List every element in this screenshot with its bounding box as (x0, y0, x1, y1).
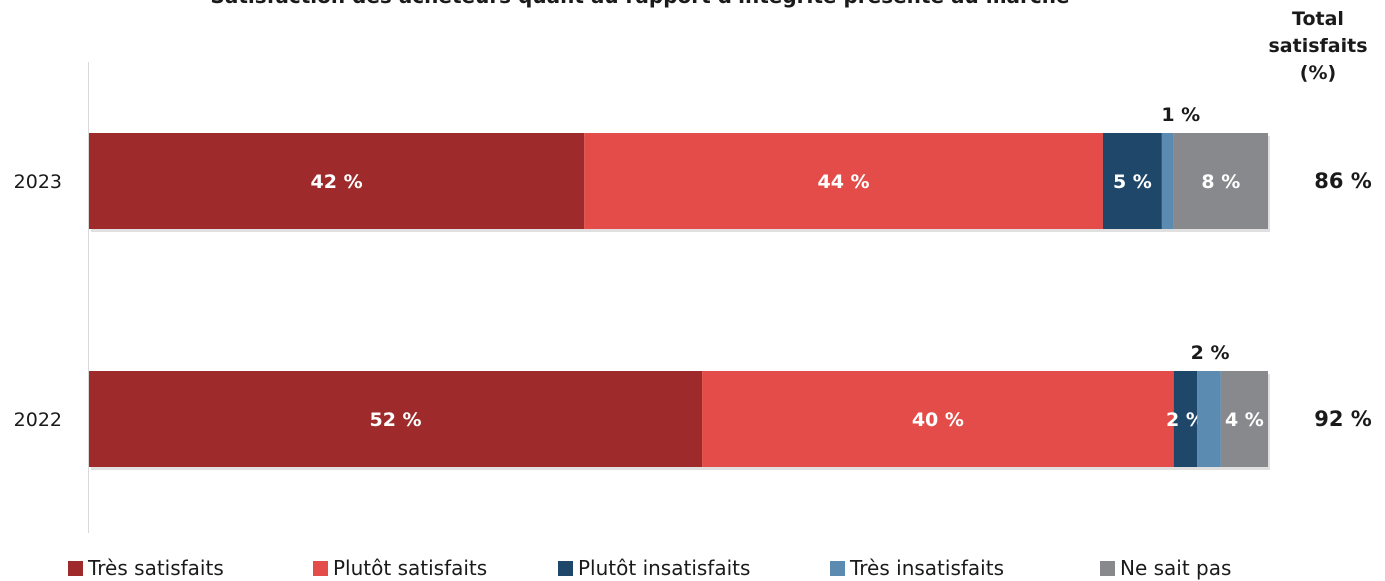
data-label-2022-tres-satisfaits: 52 % (369, 409, 421, 431)
legend-item-plutot-satisfaits: Plutôt satisfaits (313, 556, 558, 580)
total-header: Total satisfaits (%) (1268, 8, 1368, 84)
bar-2022-tres-satisfaits (89, 371, 703, 467)
legend-swatch-plutot-insatisfaits (558, 560, 573, 576)
legend-label-tres-insatisfaits: Très insatisfaits (850, 556, 1004, 580)
legend-item-tres-satisfaits: Très satisfaits (68, 556, 313, 580)
data-label-2023-plutot-satisfaits: 44 % (818, 171, 870, 193)
bar-2023-plutot-satisfaits (584, 133, 1103, 229)
bar-2022-plutot-insatisfaits (1173, 371, 1198, 467)
bar-2023-ne-sait-pas (1173, 133, 1268, 229)
bar-2023-plutot-insatisfaits (1102, 133, 1162, 229)
data-label-2022-tres-insatisfaits: 2 % (1191, 342, 1230, 364)
legend: Très satisfaits Plutôt satisfaits Plutôt i… (68, 556, 1231, 580)
legend-swatch-tres-insatisfaits (830, 560, 845, 576)
data-label-2022-plutot-insatisfaits: 2 % (1166, 409, 1205, 431)
legend-swatch-ne-sait-pas (1100, 560, 1115, 576)
category-label-2023: 2023 (14, 171, 62, 193)
category-label-2022: 2022 (14, 409, 62, 431)
legend-label-plutot-insatisfaits: Plutôt insatisfaits (578, 556, 751, 580)
legend-item-plutot-insatisfaits: Plutôt insatisfaits (558, 556, 830, 580)
bar-2022-ne-sait-pas (1220, 371, 1268, 467)
legend-item-tres-insatisfaits: Très insatisfaits (830, 556, 1100, 580)
data-label-2023-tres-satisfaits: 42 % (311, 171, 363, 193)
data-label-2023-plutot-insatisfaits: 5 % (1113, 171, 1152, 193)
legend-label-plutot-satisfaits: Plutôt satisfaits (333, 556, 488, 580)
bar-2023-tres-insatisfaits (1161, 133, 1174, 229)
chart-title: Satisfaction des acheteurs quant au rapp… (0, 0, 1280, 8)
legend-swatch-plutot-satisfaits (313, 560, 328, 576)
legend-item-ne-sait-pas: Ne sait pas (1100, 556, 1231, 580)
data-label-2022-ne-sait-pas: 4 % (1225, 409, 1264, 431)
legend-swatch-tres-satisfaits (68, 560, 83, 576)
bar-2022-tres-insatisfaits (1197, 371, 1221, 467)
bar-2023-tres-satisfaits (89, 133, 585, 229)
legend-label-ne-sait-pas: Ne sait pas (1120, 556, 1232, 580)
total-satisfied-2022: 92 % (1314, 407, 1372, 431)
data-label-2022-plutot-satisfaits: 40 % (912, 409, 964, 431)
total-satisfied-2023: 86 % (1314, 169, 1372, 193)
legend-label-tres-satisfaits: Très satisfaits (88, 556, 224, 580)
bar-2022-plutot-satisfaits (702, 371, 1174, 467)
data-label-2023-ne-sait-pas: 8 % (1201, 171, 1240, 193)
data-label-2023-tres-insatisfaits: 1 % (1161, 104, 1200, 126)
